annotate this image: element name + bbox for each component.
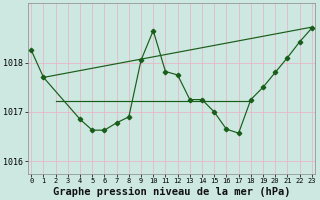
X-axis label: Graphe pression niveau de la mer (hPa): Graphe pression niveau de la mer (hPa)	[53, 186, 290, 197]
